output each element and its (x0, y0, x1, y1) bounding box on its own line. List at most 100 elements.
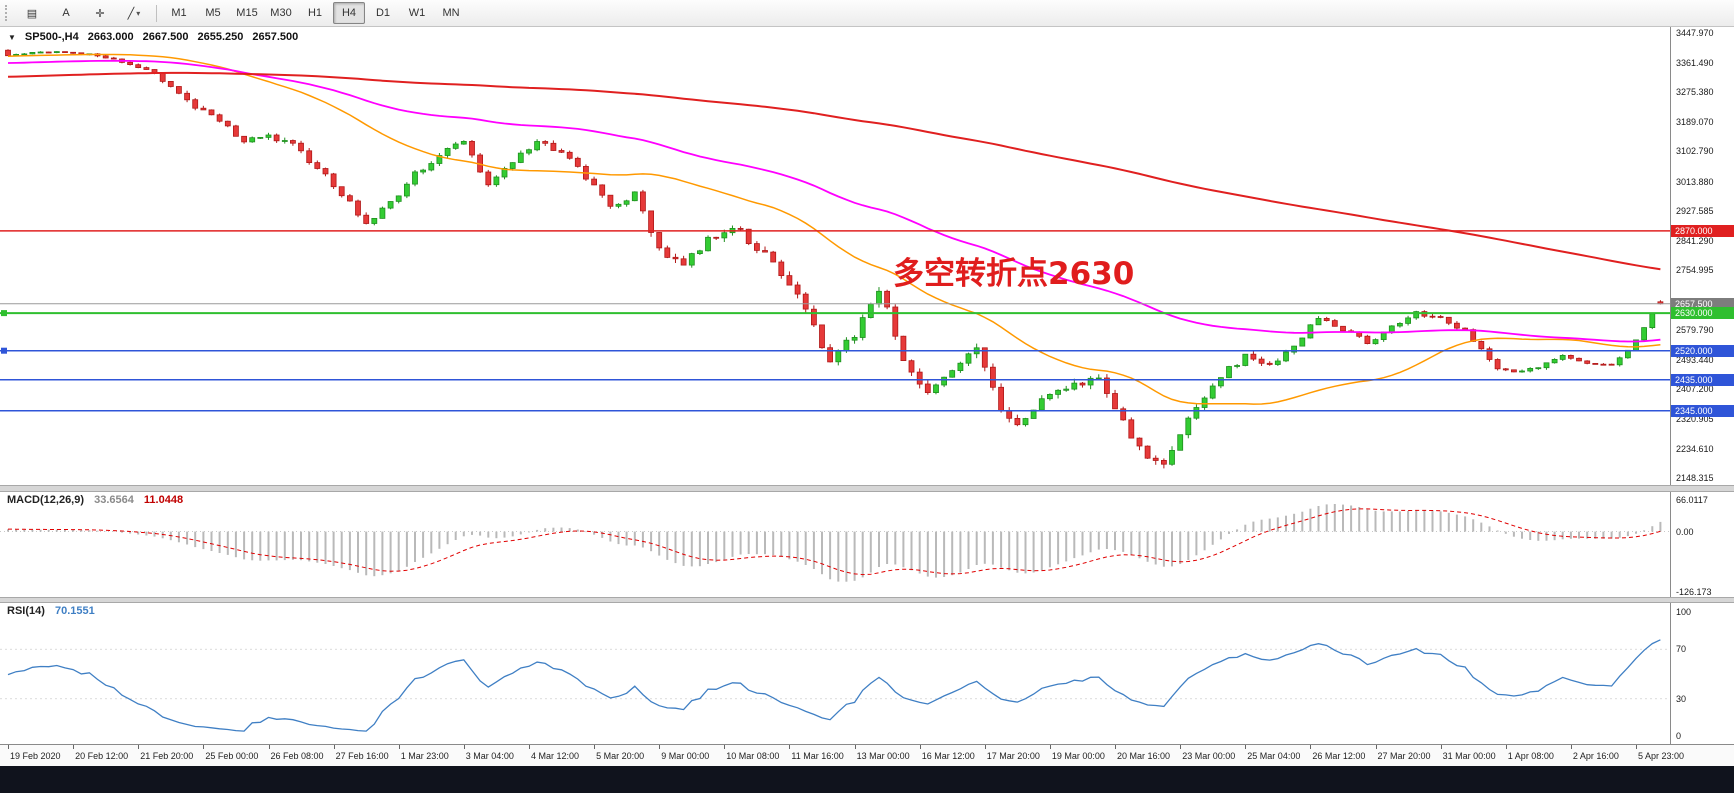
time-axis-tick (8, 745, 9, 749)
time-axis-label: 2 Apr 16:00 (1572, 751, 1619, 761)
toolbar-separator (156, 4, 157, 22)
rsi-axis-label: 70 (1676, 644, 1687, 655)
crosshair-tool-button[interactable]: ✛ (84, 2, 116, 24)
chart-symbol-timeframe: SP500-,H4 (24, 31, 79, 43)
chart-templates-button[interactable]: ▤ (16, 2, 48, 24)
chart-title-arrow-icon[interactable]: ▼ (8, 32, 16, 42)
rsi-value: 70.1551 (54, 605, 95, 617)
chevron-down-icon: ▾ (136, 8, 141, 18)
time-axis-tick (333, 745, 335, 749)
line-tools-icon: ╱ (127, 7, 135, 20)
price-axis-label: 3013.880 (1676, 176, 1714, 187)
macd-label: MACD(12,26,9) 33.6564 11.0448 (7, 494, 183, 506)
timeframe-h4[interactable]: H4 (333, 2, 365, 24)
time-axis-label: 13 Mar 00:00 (856, 751, 910, 761)
ohlc-high: 2667.500 (142, 31, 189, 43)
moving-average-fast (7, 53, 1661, 405)
price-axis-label: 2234.610 (1676, 443, 1714, 454)
timeframe-m1[interactable]: M1 (171, 7, 187, 19)
time-axis-tick (1440, 745, 1442, 749)
macd-histogram (7, 504, 1662, 582)
time-axis-tick (854, 745, 856, 749)
time-axis-label: 19 Feb 2020 (10, 751, 61, 761)
text-tool-icon: A (62, 7, 70, 19)
time-axis[interactable]: 19 Feb 2020 20 Feb 12:00 21 Feb 20:00 25 Fe… (0, 744, 1734, 766)
chart-title: ▼ SP500-,H4 2663.000 2667.500 2655.250 2… (8, 31, 298, 43)
time-axis-label: 20 Mar 16:00 (1117, 751, 1171, 761)
time-axis-label: 4 Mar 12:00 (531, 751, 580, 761)
time-axis-tick (594, 745, 596, 749)
time-axis-label: 9 Mar 00:00 (661, 751, 710, 761)
price-tag-pivot-2630: 2630.000 (1671, 307, 1734, 320)
panel-splitter-rsi[interactable] (0, 597, 1734, 603)
timeframe-d1[interactable]: D1 (375, 7, 391, 19)
horizontal-level-lines[interactable] (0, 230, 1670, 412)
moving-average-medium (7, 59, 1661, 343)
time-axis-label: 27 Feb 16:00 (335, 751, 389, 761)
toolbar-grip[interactable] (5, 5, 10, 21)
time-axis-tick (398, 745, 400, 749)
time-axis-label: 23 Mar 00:00 (1182, 751, 1236, 761)
time-axis-label: 16 Mar 12:00 (921, 751, 975, 761)
main-price-chart[interactable] (0, 27, 1670, 485)
time-axis-tick (1180, 745, 1182, 749)
rsi-axis-label: 100 (1676, 607, 1692, 617)
time-axis-tick (1049, 745, 1051, 749)
time-axis-tick (268, 745, 270, 749)
time-axis-label: 31 Mar 00:00 (1442, 751, 1496, 761)
time-axis-label: 25 Mar 04:00 (1247, 751, 1301, 761)
text-tool-button[interactable]: A (50, 2, 82, 24)
timeframe-h1[interactable]: H1 (307, 7, 323, 19)
time-axis-label: 3 Mar 04:00 (465, 751, 514, 761)
price-axis-label: 2148.315 (1676, 473, 1714, 483)
crosshair-tool-icon: ✛ (95, 7, 105, 20)
ohlc-low: 2655.250 (197, 31, 244, 43)
rsi-name: RSI(14) (7, 605, 45, 617)
time-axis-label: 19 Mar 00:00 (1051, 751, 1105, 761)
macd-signal-line (7, 508, 1661, 576)
bottom-dark-bar (0, 766, 1734, 793)
drawing-tools-group: ▤ A ✛ ╱ ▾ (15, 2, 151, 24)
chart-annotation-text[interactable]: 多空转折点2630 (893, 256, 1135, 292)
macd-axis-label: 0.00 (1676, 526, 1694, 537)
panel-splitter-macd[interactable] (0, 485, 1734, 492)
rsi-axis-label: 30 (1676, 693, 1687, 704)
price-axis-label: 3189.070 (1676, 116, 1714, 127)
ohlc-close: 2657.500 (252, 31, 299, 43)
rsi-axis-label: 0 (1676, 731, 1682, 741)
macd-axis-label: -126.173 (1676, 587, 1712, 597)
time-axis-label: 25 Feb 00:00 (205, 751, 259, 761)
price-axis-label: 2407.200 (1676, 384, 1714, 395)
price-axis-label: 3102.790 (1676, 146, 1714, 157)
price-axis-border (1670, 27, 1671, 744)
time-axis-tick (1570, 745, 1572, 749)
time-axis-tick (138, 745, 140, 749)
timeframe-w1[interactable]: W1 (408, 7, 426, 19)
top-toolbar: ▤ A ✛ ╱ ▾ M1 M5 M15 M30 H1 H4 D1 W1 MN (0, 0, 1734, 27)
time-axis-tick (1245, 745, 1247, 749)
time-axis-label: 26 Mar 12:00 (1312, 751, 1366, 761)
rsi-label: RSI(14) 70.1551 (7, 605, 95, 617)
time-axis-label: 1 Mar 23:00 (400, 751, 449, 761)
time-axis-tick (203, 745, 205, 749)
time-axis-label: 27 Mar 20:00 (1377, 751, 1431, 761)
line-tools-button[interactable]: ╱ ▾ (118, 2, 150, 24)
timeframe-m30[interactable]: M30 (270, 7, 292, 19)
macd-panel[interactable] (0, 492, 1670, 598)
price-axis-label: 3275.380 (1676, 87, 1714, 98)
timeframe-m15[interactable]: M15 (236, 7, 258, 19)
moving-average-slow (7, 71, 1661, 271)
time-axis-label: 5 Apr 23:00 (1638, 751, 1685, 761)
time-axis-label: 11 Mar 16:00 (791, 751, 844, 761)
timeframe-mn[interactable]: MN (442, 7, 460, 19)
macd-axis-label: 66.0117 (1676, 495, 1708, 505)
time-axis-tick (1636, 745, 1637, 749)
time-axis-label: 17 Mar 20:00 (986, 751, 1040, 761)
rsi-panel[interactable] (0, 603, 1670, 744)
price-axis-label: 2320.905 (1676, 413, 1714, 424)
macd-main-value: 33.6564 (94, 494, 134, 506)
price-tag-resistance-2870: 2870.000 (1671, 224, 1734, 237)
time-axis-label: 21 Feb 20:00 (140, 751, 194, 761)
time-axis-tick (659, 745, 661, 749)
timeframe-m5[interactable]: M5 (205, 7, 221, 19)
